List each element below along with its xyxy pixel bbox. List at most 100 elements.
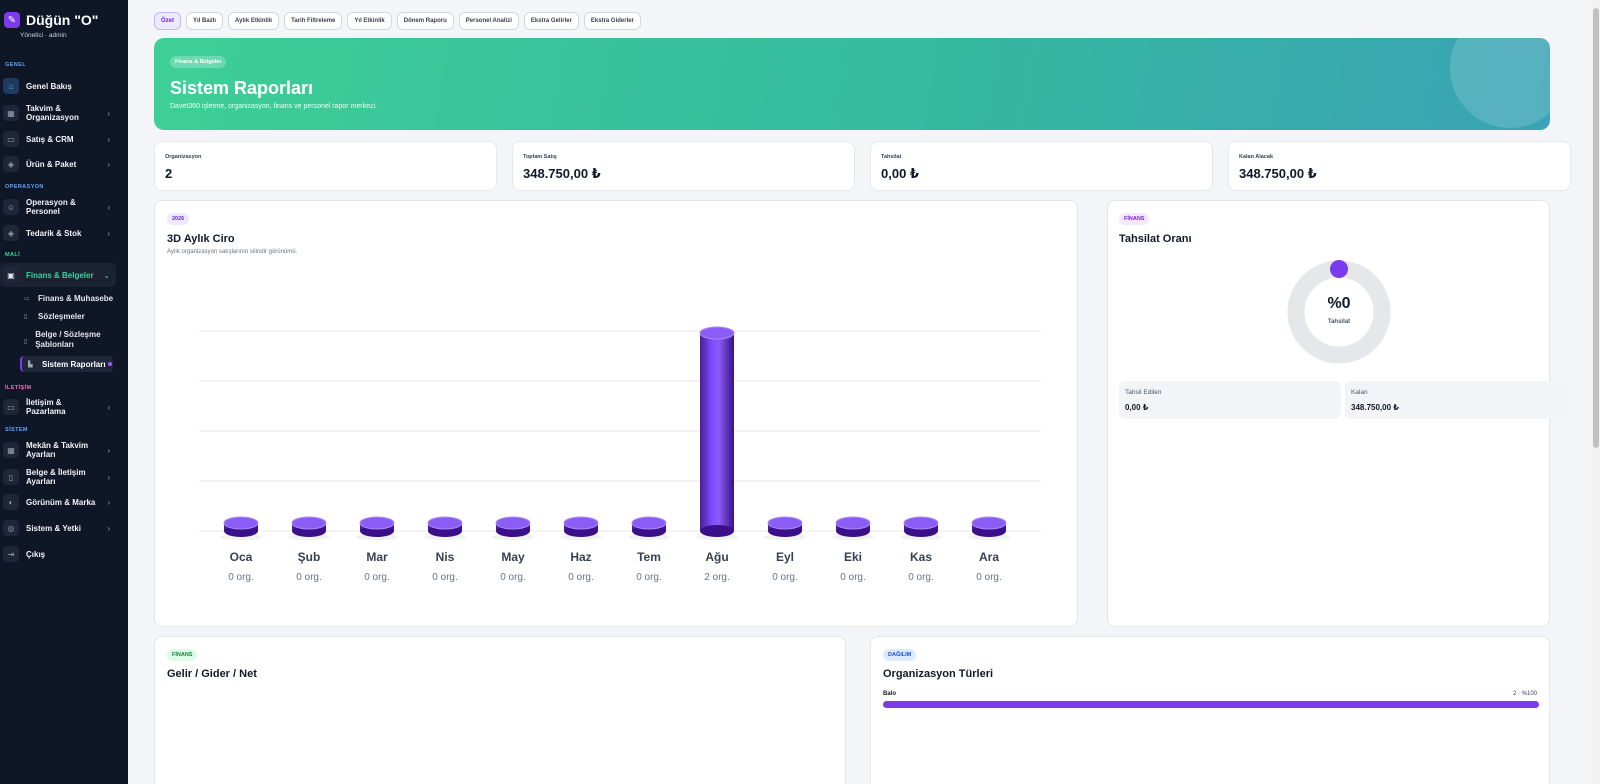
sidebar-item-iletisim[interactable]: ▭ İletişim & Pazarlama ›: [0, 398, 116, 416]
bar-top: [903, 516, 939, 530]
sidebar-item-label: Takvim & Organizasyon: [26, 104, 79, 122]
brand-logo-icon: ✎: [4, 12, 20, 28]
section-genel: GENEL: [5, 62, 26, 68]
wallet-icon: ▣: [3, 267, 19, 283]
section-operasyon: OPERASYON: [5, 184, 44, 190]
sidebar: ✎ Düğün "O" Yönetici · admin GENEL ⌂ Gen…: [0, 0, 128, 784]
tick-label: Ağu: [705, 550, 728, 564]
chevron-right-icon: ›: [107, 523, 110, 533]
bar-base: [700, 525, 734, 537]
sub-item-label: Sistem Raporları: [42, 359, 106, 369]
sub-item-sistem-raporlari[interactable]: ▙ Sistem Raporları: [20, 356, 113, 372]
data-label: 0 org.: [432, 572, 458, 583]
sidebar-item-finans[interactable]: ▣ Finans & Belgeler ⌄: [0, 263, 116, 287]
sidebar-item-label: Genel Bakış: [26, 81, 72, 91]
chevron-right-icon: ›: [107, 108, 110, 118]
distribution-bar-track: [883, 701, 1539, 708]
page-subtitle: Davet360 işletme, organizasyon, finans v…: [170, 103, 377, 110]
stat-card-toplam-satis: Toplam Satış 348.750,00 ₺: [512, 141, 855, 191]
chevron-right-icon: ›: [107, 497, 110, 507]
stat-value: 0,00 ₺: [881, 166, 919, 181]
sidebar-item-genel-bakis[interactable]: ⌂ Genel Bakış: [0, 78, 116, 94]
calendar-settings-icon: ▦: [3, 442, 19, 458]
logout-button[interactable]: ⇥ Çıkış: [0, 546, 116, 562]
tick-label: May: [501, 550, 525, 564]
tick-label: Kas: [910, 550, 932, 564]
sidebar-item-belge[interactable]: ▯ Belge & İletişim Ayarları ›: [0, 468, 116, 486]
income-expense-card: FİNANS Gelir / Gider / Net: [154, 636, 846, 784]
tab-1[interactable]: Yıl Bazlı: [186, 12, 224, 30]
scrollbar-thumb[interactable]: [1593, 8, 1599, 448]
sidebar-item-label: Tedarik & Stok: [26, 228, 82, 238]
sidebar-item-mekan[interactable]: ▦ Mekân & Takvim Ayarları ›: [0, 441, 116, 459]
distribution-card: DAĞILIM Organizasyon Türleri Balo 2 · %1…: [870, 636, 1550, 784]
calendar-icon: ▦: [3, 105, 19, 121]
hero-decoration: [1450, 38, 1550, 128]
data-label: 0 org.: [500, 572, 526, 583]
collection-center-label: Tahsilat: [1327, 319, 1351, 325]
sub-item-label: Belge / Sözleşme Şablonları: [35, 330, 101, 349]
tick-label: Eki: [844, 550, 862, 564]
sidebar-item-gorunum[interactable]: ◐ Görünüm & Marka ›: [0, 494, 116, 510]
tab-3[interactable]: Tarih Filtreleme: [284, 12, 343, 30]
distribution-row-value: 2 · %100: [1512, 691, 1537, 697]
stat-card-organizasyon: Organizasyon 2: [154, 141, 497, 191]
document-icon: ▯: [3, 469, 19, 485]
document-icon: ▯: [24, 314, 28, 320]
sidebar-item-tedarik[interactable]: ◈ Tedarik & Stok ›: [0, 225, 116, 241]
chevron-right-icon: ›: [107, 472, 110, 482]
remaining-value: 348.750,00 ₺: [1351, 403, 1399, 412]
sidebar-item-label: Satış & CRM: [26, 134, 74, 144]
sub-item-sablonlar[interactable]: ▯ Belge / Sözleşme Şablonları: [24, 330, 104, 350]
sidebar-item-satis[interactable]: ▭ Satış & CRM ›: [0, 131, 116, 147]
stat-value: 2: [165, 166, 173, 181]
stat-label: Organizasyon: [165, 154, 202, 160]
sidebar-item-label: Ürün & Paket: [26, 159, 77, 169]
data-label: 0 org.: [976, 572, 1002, 583]
scrollbar[interactable]: [1592, 0, 1600, 784]
data-label: 0 org.: [228, 572, 254, 583]
data-label: 0 org.: [364, 572, 390, 583]
sidebar-item-urun[interactable]: ◈ Ürün & Paket ›: [0, 156, 116, 172]
distribution-bar-fill: [883, 701, 1539, 708]
year-badge: 2026: [167, 213, 190, 225]
donut-svg: [1287, 260, 1391, 364]
tick-label: Oca: [230, 550, 253, 564]
sidebar-item-label: İletişim & Pazarlama: [26, 398, 66, 416]
bar-top: [223, 516, 259, 530]
data-label: 0 org.: [840, 572, 866, 583]
tab-2[interactable]: Aylık Etkinlik: [228, 12, 280, 30]
hero-banner: Finans & Belgeler Sistem Raporları Davet…: [154, 38, 1550, 130]
tab-0[interactable]: Özet: [154, 12, 182, 30]
sidebar-item-label: Sistem & Yetki: [26, 523, 81, 533]
monthly-revenue-chart: Oca 0 org. Şub 0 org. Mar 0 org. Nis 0 org. May 0…: [199, 326, 1041, 583]
tab-5[interactable]: Dönem Raporu: [396, 12, 454, 30]
tick-label: Haz: [570, 550, 591, 564]
bar-top: [563, 516, 599, 530]
stat-card-tahsilat: Tahsilat 0,00 ₺: [870, 141, 1213, 191]
chat-icon: ▭: [3, 131, 19, 147]
tab-4[interactable]: Yıl Etkinlik: [347, 12, 392, 30]
active-dot: [107, 362, 112, 366]
shield-icon: ◎: [3, 520, 19, 536]
distribution-row-label: Balo: [883, 691, 897, 697]
sidebar-item-operasyon[interactable]: ☺ Operasyon & Personel ›: [0, 198, 116, 216]
sub-item-sozlesmeler[interactable]: ▯ Sözleşmeler: [24, 312, 85, 321]
data-label: 0 org.: [772, 572, 798, 583]
stat-label: Tahsilat: [881, 154, 902, 160]
chevron-right-icon: ›: [107, 134, 110, 144]
chevron-down-icon: ⌄: [103, 270, 110, 280]
tab-8[interactable]: Ekstra Giderler: [583, 12, 641, 30]
sub-item-finans-muhasebe[interactable]: ▭ Finans & Muhasebe: [24, 294, 113, 303]
sidebar-item-label: Finans & Belgeler: [26, 270, 94, 280]
bar-top: [971, 516, 1007, 530]
tab-6[interactable]: Personel Analizi: [458, 12, 519, 30]
sidebar-item-sistem[interactable]: ◎ Sistem & Yetki ›: [0, 520, 116, 536]
main-content: Özet Yıl Bazlı Aylık Etkinlik Tarih Filtrel…: [128, 0, 1600, 784]
finance-badge: FİNANS: [167, 649, 198, 661]
palette-icon: ◐: [3, 494, 19, 510]
monthly-revenue-card: 2026 3D Aylık Ciro Aylık organizasyon sa…: [154, 200, 1078, 627]
collection-rate-card: FİNANS Tahsilat Oranı %0 Tahsilat Tahsil…: [1107, 200, 1567, 627]
sidebar-item-takvim[interactable]: ▦ Takvim & Organizasyon ›: [0, 104, 116, 122]
tab-7[interactable]: Ekstra Gelirler: [523, 12, 579, 30]
